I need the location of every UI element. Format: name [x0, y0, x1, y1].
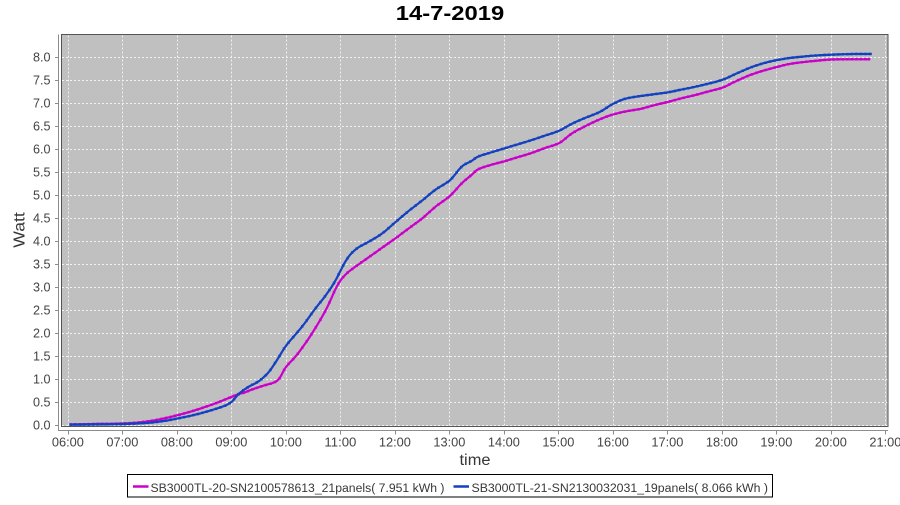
svg-text:Watt: Watt: [12, 211, 29, 247]
svg-text:12:00: 12:00: [379, 435, 411, 450]
svg-text:4.0: 4.0: [33, 234, 51, 249]
svg-text:7.5: 7.5: [33, 73, 51, 88]
svg-text:time: time: [460, 452, 491, 469]
svg-text:11:00: 11:00: [324, 435, 356, 450]
svg-text:14:00: 14:00: [488, 435, 520, 450]
svg-text:1.5: 1.5: [33, 349, 51, 364]
svg-text:6.5: 6.5: [33, 119, 51, 134]
svg-text:10:00: 10:00: [270, 435, 302, 450]
svg-text:19:00: 19:00: [760, 435, 792, 450]
svg-text:3.5: 3.5: [33, 257, 51, 272]
svg-text:13:00: 13:00: [433, 435, 465, 450]
svg-text:2.0: 2.0: [33, 326, 51, 341]
svg-text:SB3000TL-20-SN2100578613_21pan: SB3000TL-20-SN2100578613_21panels( 7.951…: [151, 483, 445, 495]
svg-text:07:00: 07:00: [106, 435, 138, 450]
svg-text:15:00: 15:00: [542, 435, 574, 450]
svg-text:06:00: 06:00: [52, 435, 84, 450]
svg-text:6.0: 6.0: [33, 142, 51, 157]
svg-text:21:00: 21:00: [869, 435, 900, 450]
svg-text:5.0: 5.0: [33, 188, 51, 203]
svg-text:4.5: 4.5: [33, 211, 51, 226]
svg-text:17:00: 17:00: [651, 435, 683, 450]
svg-text:1.0: 1.0: [33, 372, 51, 387]
svg-text:20:00: 20:00: [815, 435, 847, 450]
svg-text:18:00: 18:00: [706, 435, 738, 450]
svg-text:8.0: 8.0: [33, 50, 51, 65]
svg-text:7.0: 7.0: [33, 96, 51, 111]
svg-text:0.5: 0.5: [33, 395, 51, 410]
svg-text:09:00: 09:00: [215, 435, 247, 450]
svg-text:08:00: 08:00: [161, 435, 193, 450]
svg-text:SB3000TL-21-SN2130032031_19pan: SB3000TL-21-SN2130032031_19panels( 8.066…: [472, 483, 769, 495]
svg-text:3.0: 3.0: [33, 280, 51, 295]
svg-text:14-7-2019: 14-7-2019: [396, 3, 505, 25]
svg-text:16:00: 16:00: [597, 435, 629, 450]
svg-text:5.5: 5.5: [33, 165, 51, 180]
svg-text:2.5: 2.5: [33, 303, 51, 318]
svg-text:0.0: 0.0: [33, 418, 51, 433]
